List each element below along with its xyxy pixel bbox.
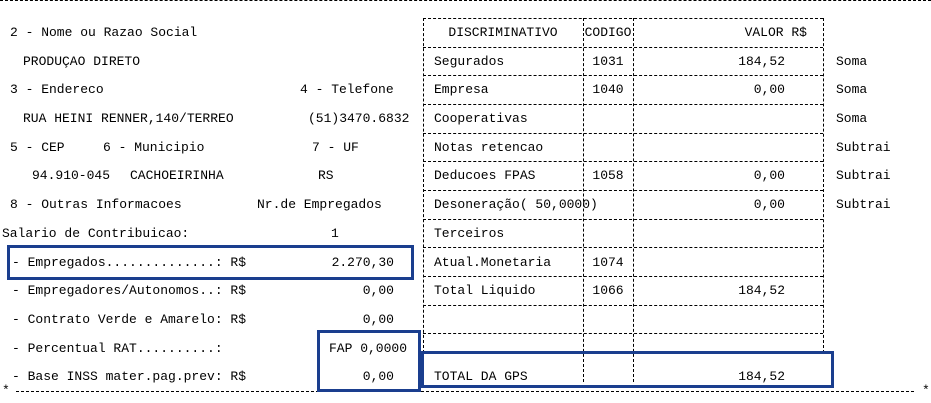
table-border — [423, 133, 823, 134]
field-endereco-value: RUA HEINI RENNER,140/TERREO — [23, 111, 234, 126]
bottom-right-asterisk: * — [922, 383, 930, 398]
table-left-border — [423, 18, 424, 353]
contrib-empregadores-label: - Empregadores/Autonomos..: R$ — [12, 283, 247, 298]
table-row-code: 1066 — [592, 283, 624, 298]
table-border — [423, 104, 823, 105]
contrib-rat-label: - Percentual RAT..........: — [12, 341, 223, 356]
table-column-separator — [633, 18, 634, 382]
table-border — [423, 219, 823, 220]
contrib-rat-fap-value: FAP 0,0000 — [328, 341, 407, 356]
table-column-separator — [583, 18, 584, 382]
table-row-value: 184,52 — [738, 54, 785, 69]
page-bottom-border — [16, 391, 914, 392]
nr-empregados-value: 1 — [331, 226, 339, 241]
contrib-empregados-value: 2.270,30 — [331, 255, 394, 270]
field-uf-label: 7 - UF — [312, 140, 359, 155]
table-right-border — [823, 18, 824, 353]
table-row-operation: Soma — [836, 82, 868, 97]
table-row-code: 1040 — [592, 82, 624, 97]
table-border — [423, 276, 823, 277]
highlight-box-empregados[interactable] — [7, 245, 414, 280]
table-border — [423, 75, 823, 76]
nr-empregados-label: Nr.de Empregados — [257, 197, 382, 212]
contrib-empregadores-value: 0,00 — [362, 283, 394, 298]
table-row-name: Cooperativas — [434, 111, 528, 126]
table-row-name: Segurados — [434, 54, 505, 69]
table-header-valor: VALOR R$ — [744, 25, 807, 40]
table-row-code: 1031 — [592, 54, 624, 69]
contrib-contrato-label: - Contrato Verde e Amarelo: R$ — [12, 312, 247, 327]
table-row-name: Total Liquido — [434, 283, 536, 298]
contrib-base-inss-value: 0,00 — [362, 369, 394, 384]
contrib-base-inss-label: - Base INSS mater.pag.prev: R$ — [12, 369, 247, 384]
field-nome-value: PRODUÇAO DIRETO — [23, 54, 141, 69]
table-row-code: 1058 — [592, 168, 624, 183]
field-municipio-label: 6 - Municipio — [103, 140, 205, 155]
table-row-name: Terceiros — [434, 226, 505, 241]
contrib-contrato-value: 0,00 — [362, 312, 394, 327]
table-border — [423, 333, 823, 334]
table-border — [423, 305, 823, 306]
field-outras-informacoes-label: 8 - Outras Informacoes — [10, 197, 182, 212]
field-telefone-value: (51)3470.6832 — [308, 111, 410, 126]
field-telefone-label: 4 - Telefone — [300, 82, 394, 97]
field-nome-label: 2 - Nome ou Razao Social — [10, 25, 198, 40]
table-border — [423, 247, 823, 248]
table-border — [423, 190, 823, 191]
table-row-operation: Soma — [836, 111, 868, 126]
table-row-name: Empresa — [434, 82, 489, 97]
table-row-operation: Subtrai — [836, 197, 891, 212]
table-row-name: Deducoes FPAS — [434, 168, 536, 183]
field-endereco-label: 3 - Endereco — [10, 82, 104, 97]
table-row-code: 1074 — [592, 255, 624, 270]
highlight-box-fap-base[interactable] — [317, 330, 421, 392]
table-border — [423, 161, 823, 162]
table-border — [423, 47, 823, 48]
contrib-empregados-label: - Empregados..............: R$ — [12, 255, 247, 270]
table-header-codigo: CODIGO — [584, 25, 632, 40]
table-row-value: 0,00 — [753, 82, 785, 97]
table-header-discriminativo: DISCRIMINATIVO — [448, 25, 558, 40]
field-municipio-value: CACHOEIRINHA — [130, 168, 224, 183]
table-row-operation: Subtrai — [836, 140, 891, 155]
table-row-name: Desoneração( 50,0000) — [434, 197, 598, 212]
table-row-value: 0,00 — [753, 197, 785, 212]
table-row-value: 184,52 — [738, 283, 785, 298]
bottom-left-asterisk: * — [2, 383, 10, 398]
table-row-operation: Subtrai — [836, 168, 891, 183]
field-cep-value: 94.910-045 — [32, 168, 111, 183]
table-row-value: 0,00 — [753, 168, 785, 183]
table-row-operation: Soma — [836, 54, 868, 69]
table-row-name: Notas retencao — [434, 140, 544, 155]
table-total-label: TOTAL DA GPS — [434, 369, 528, 384]
salario-contribuicao-label: Salario de Contribuicao: — [2, 226, 190, 241]
page-top-border — [0, 0, 931, 1]
table-total-value: 184,52 — [738, 369, 785, 384]
table-border — [423, 18, 823, 19]
table-row-name: Atual.Monetaria — [434, 255, 552, 270]
highlight-box-total-gps[interactable] — [421, 351, 834, 388]
field-cep-label: 5 - CEP — [10, 140, 65, 155]
field-uf-value: RS — [318, 168, 334, 183]
